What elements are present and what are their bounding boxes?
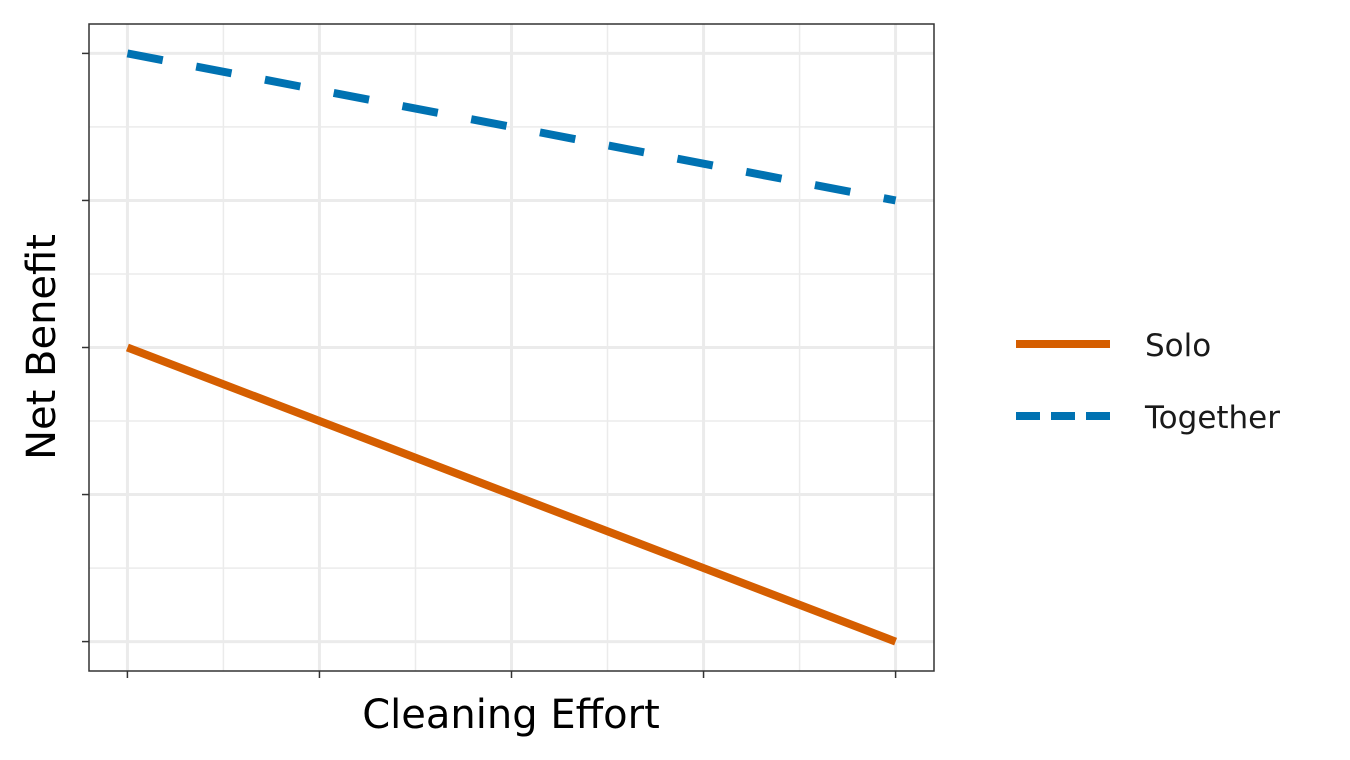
legend: Solo Together xyxy=(1016,328,1280,436)
legend-label-solo: Solo xyxy=(1145,328,1211,364)
x-axis-title: Cleaning Effort xyxy=(362,692,660,738)
grid-lines xyxy=(89,24,934,671)
axis-ticks xyxy=(82,53,896,678)
y-axis-title: Net Benefit xyxy=(19,234,65,460)
legend-label-together: Together xyxy=(1144,400,1280,436)
